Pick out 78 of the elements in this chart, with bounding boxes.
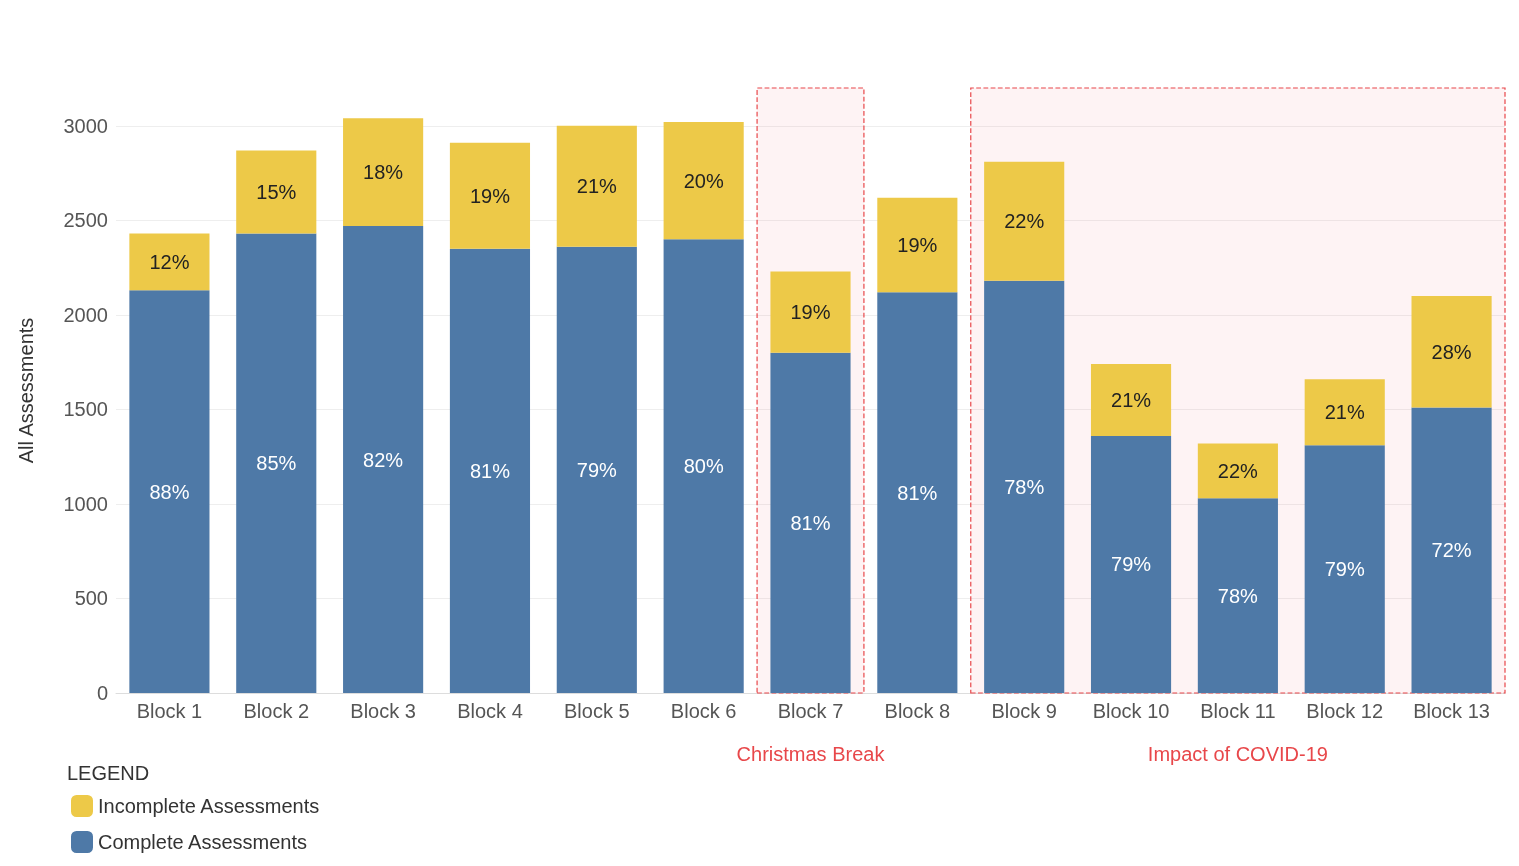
- annotation: 81%: [897, 481, 938, 504]
- bar: [1197, 498, 1278, 693]
- y-tick-label: 500: [74, 587, 108, 610]
- annotation: 19%: [790, 301, 831, 324]
- bar: [1304, 379, 1385, 446]
- bar: [770, 271, 851, 353]
- y-tick-label: 2500: [63, 209, 108, 232]
- annotation: 20%: [683, 169, 724, 192]
- x-tick-label: Block 2: [243, 700, 310, 722]
- bar: [236, 150, 317, 234]
- bar: [877, 197, 958, 293]
- bar: [663, 122, 744, 240]
- bar: [236, 233, 317, 693]
- bar: [343, 118, 424, 227]
- bar: [984, 161, 1065, 281]
- x-tick-label: Block 13: [1413, 700, 1490, 722]
- bar: [663, 239, 744, 693]
- annotation: 19%: [469, 184, 511, 207]
- x-tick-label: Block 3: [350, 700, 416, 722]
- bar: [556, 125, 637, 247]
- bar: [1090, 435, 1172, 693]
- annotation: 22%: [1004, 210, 1045, 233]
- x-tick-label: Block 10: [1092, 700, 1170, 722]
- x-tick-label: Block 7: [777, 700, 844, 722]
- annotation: 28%: [1431, 340, 1472, 363]
- annotation: 80%: [683, 455, 724, 478]
- bar: [1411, 407, 1492, 693]
- annotation: 21%: [576, 175, 618, 198]
- x-tick-label: Block 6: [670, 700, 737, 722]
- annotation: 81%: [790, 511, 831, 534]
- x-tick-label: Block 4: [457, 700, 523, 722]
- y-tick-label: 3000: [63, 114, 108, 137]
- band-label: Impact of COVID-19: [1147, 742, 1328, 765]
- legend-label: Complete Assessments: [98, 831, 307, 853]
- bar: [556, 246, 637, 693]
- x-tick-label: Block 12: [1306, 700, 1384, 722]
- bar: [449, 142, 531, 249]
- annotation: 21%: [1111, 388, 1152, 411]
- bar: [1304, 445, 1385, 693]
- bar: [129, 233, 210, 291]
- annotation: 79%: [1111, 553, 1152, 576]
- y-tick-label: 0: [96, 682, 108, 704]
- annotation: 19%: [897, 233, 938, 256]
- annotation: 12%: [149, 250, 190, 273]
- x-tick-label: Block 8: [884, 700, 951, 722]
- annotation: 21%: [1324, 401, 1365, 424]
- x-tick-label: Block 1: [136, 700, 203, 722]
- y-tick-label: 1500: [63, 398, 108, 421]
- bar: [449, 248, 531, 693]
- bar: [770, 352, 851, 693]
- bar: [984, 280, 1065, 693]
- annotation: 15%: [256, 180, 297, 203]
- annotation: 82%: [363, 448, 404, 471]
- annotation: 88%: [149, 480, 190, 503]
- y-tick-label: 1000: [63, 492, 108, 515]
- bar: [343, 226, 424, 693]
- y-tick-label: 2000: [63, 303, 108, 326]
- bar: [129, 290, 210, 693]
- bar: [1411, 295, 1492, 408]
- annotation: 78%: [1004, 475, 1045, 498]
- annotation: 81%: [469, 459, 511, 482]
- legend-label: Incomplete Assessments: [98, 795, 320, 817]
- annotation: 72%: [1431, 539, 1472, 562]
- bar: [1090, 364, 1172, 436]
- annotation: 22%: [1217, 459, 1259, 482]
- legend-title: LEGEND: [67, 762, 150, 784]
- band-label: Christmas Break: [736, 742, 886, 765]
- bar: [1197, 443, 1278, 499]
- bar: [877, 292, 958, 693]
- x-tick-label: Block 9: [991, 700, 1057, 722]
- annotation: 79%: [576, 458, 618, 481]
- y-axis-title: All Assessments: [15, 317, 37, 464]
- annotation: 79%: [1324, 558, 1365, 581]
- x-tick-label: Block 11: [1200, 700, 1276, 722]
- x-tick-label: Block 5: [564, 700, 630, 722]
- annotation: 78%: [1217, 584, 1259, 607]
- annotation: 85%: [256, 452, 297, 475]
- annotation: 18%: [363, 161, 404, 184]
